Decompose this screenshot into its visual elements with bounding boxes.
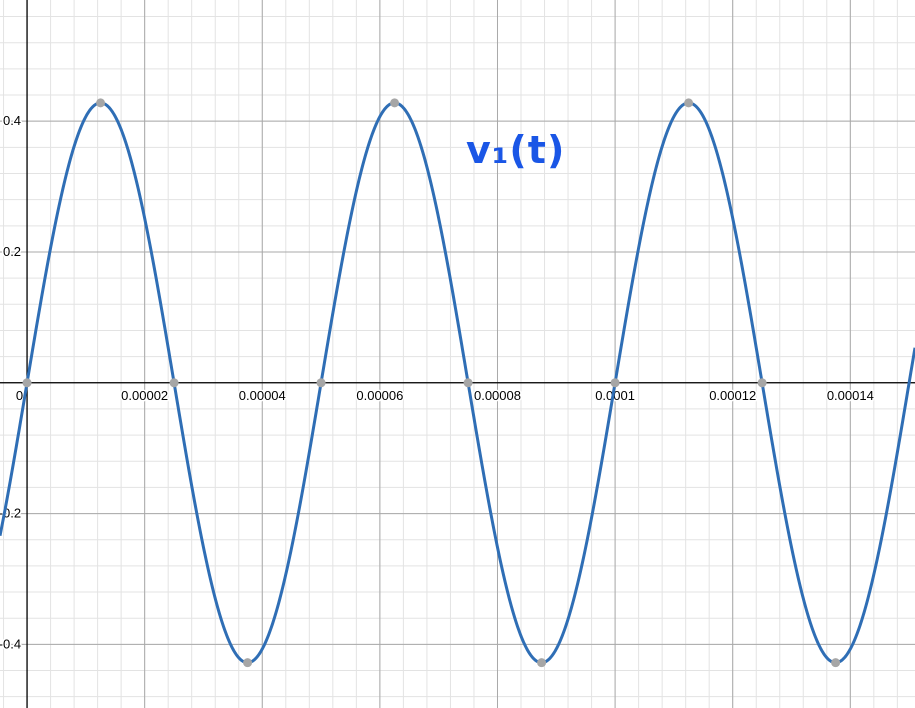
curve-annotation: v₁(t) [466,128,566,172]
key-point-marker [684,98,694,108]
key-point-marker [316,378,326,388]
y-tick-label: -0.4 [0,636,21,651]
y-tick-label: 0.4 [3,113,21,128]
x-tick-label: 0.00012 [709,388,756,403]
key-point-marker [22,378,32,388]
key-point-marker [243,658,253,668]
x-tick-label: 0 [16,388,23,403]
x-tick-label: 0.0001 [595,388,635,403]
x-tick-label: 0.00002 [121,388,168,403]
key-point-marker [463,378,473,388]
x-tick-label: 0.00014 [827,388,874,403]
y-tick-label: 0.2 [3,244,21,259]
key-point-marker [390,98,400,108]
key-point-marker [610,378,620,388]
key-point-marker [757,378,767,388]
key-point-marker [537,658,547,668]
key-point-marker [96,98,106,108]
x-tick-label: 0.00004 [239,388,286,403]
x-tick-label: 0.00006 [356,388,403,403]
key-point-marker [169,378,179,388]
x-tick-label: 0.00008 [474,388,521,403]
key-point-marker [831,658,841,668]
